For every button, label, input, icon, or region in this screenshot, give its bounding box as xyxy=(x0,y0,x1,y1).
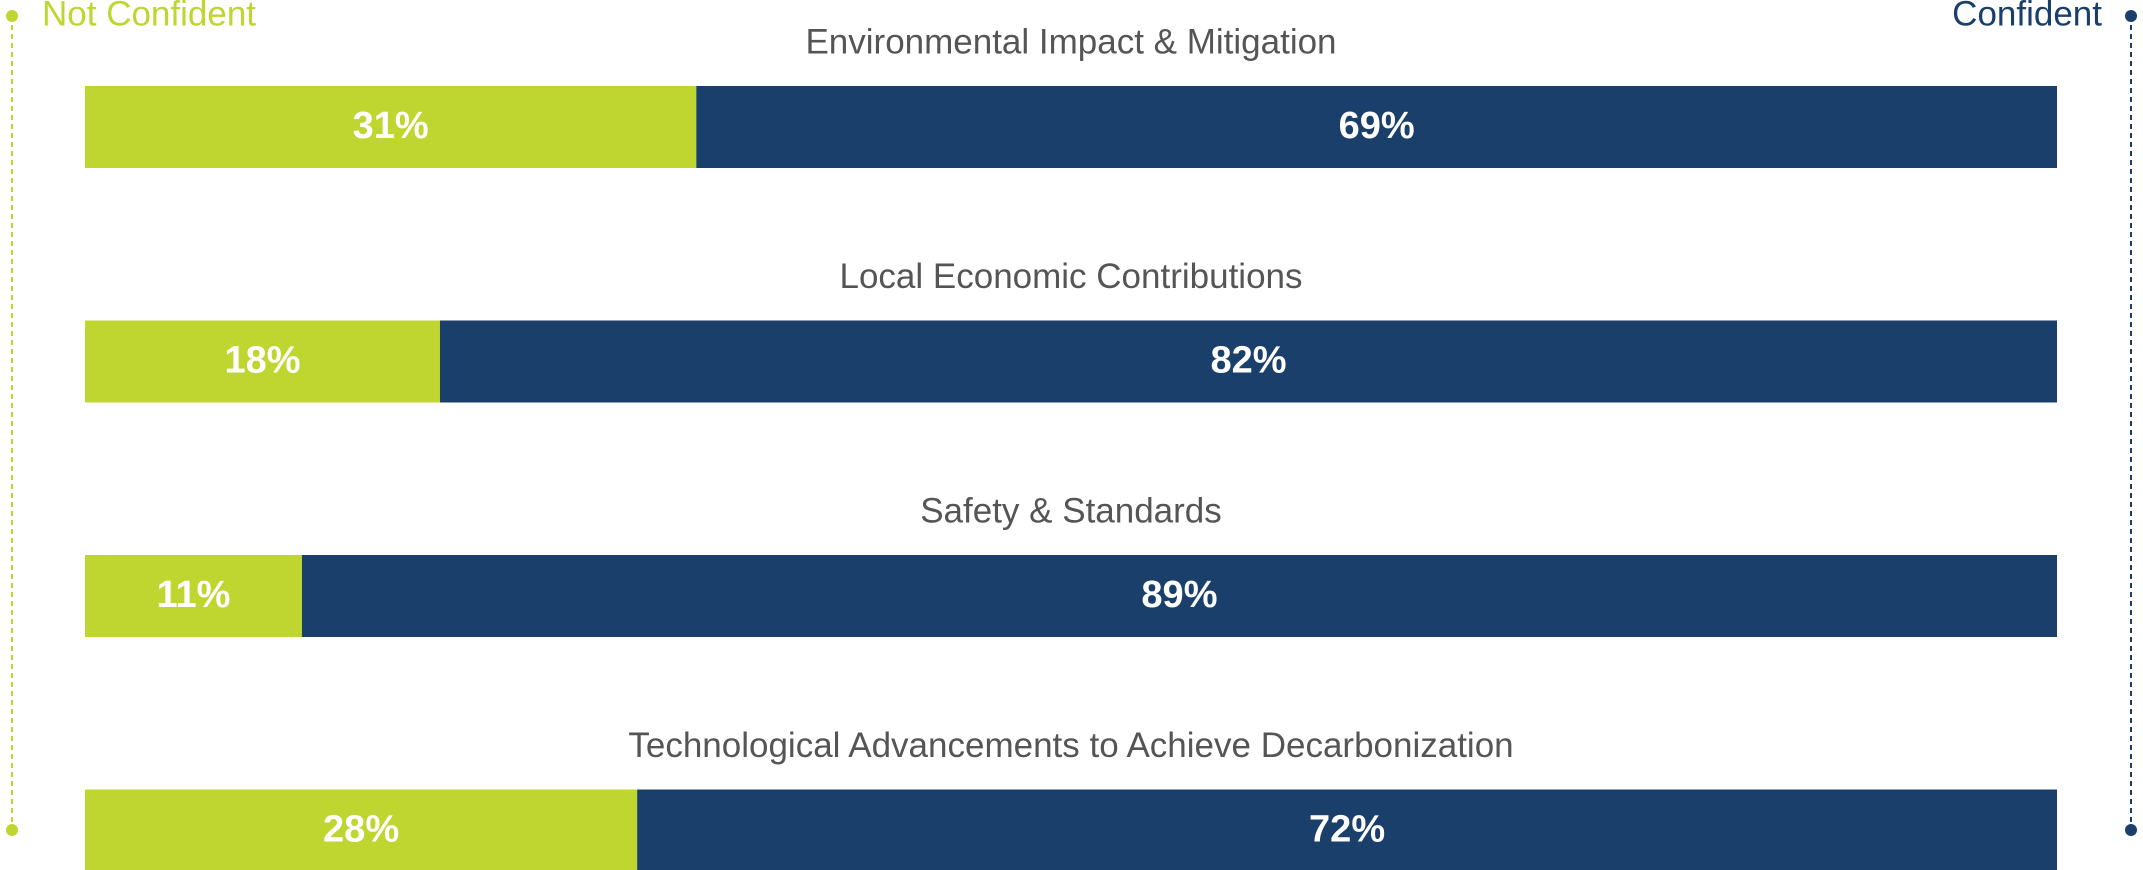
category-label: Technological Advancements to Achieve De… xyxy=(628,726,1513,765)
value-label: 82% xyxy=(1210,340,1286,382)
bar-segment xyxy=(85,86,697,168)
value-label: 89% xyxy=(1141,574,1217,616)
value-label: 31% xyxy=(353,105,429,147)
category-label: Local Economic Contributions xyxy=(839,257,1302,296)
value-label: 69% xyxy=(1339,105,1415,147)
value-label: 18% xyxy=(224,340,300,382)
bar-segment xyxy=(301,555,2057,637)
bar-segment xyxy=(696,86,2057,168)
category-label: Safety & Standards xyxy=(920,491,1222,530)
legend-dot xyxy=(2125,10,2137,22)
bar-segment xyxy=(439,320,2058,403)
category-label: Environmental Impact & Mitigation xyxy=(805,22,1336,61)
bar-segment xyxy=(85,555,302,637)
bar-segment xyxy=(85,320,440,403)
legend-dot xyxy=(6,824,18,836)
bar-segment xyxy=(85,789,638,870)
legend-dot xyxy=(2125,824,2137,836)
legend-dot xyxy=(6,10,18,22)
value-label: 72% xyxy=(1309,809,1385,851)
value-label: 28% xyxy=(323,809,399,851)
bar-segment xyxy=(637,789,2058,870)
value-label: 11% xyxy=(156,574,230,616)
legend-label: Not Confident xyxy=(42,0,256,33)
legend-label: Confident xyxy=(1952,0,2102,33)
